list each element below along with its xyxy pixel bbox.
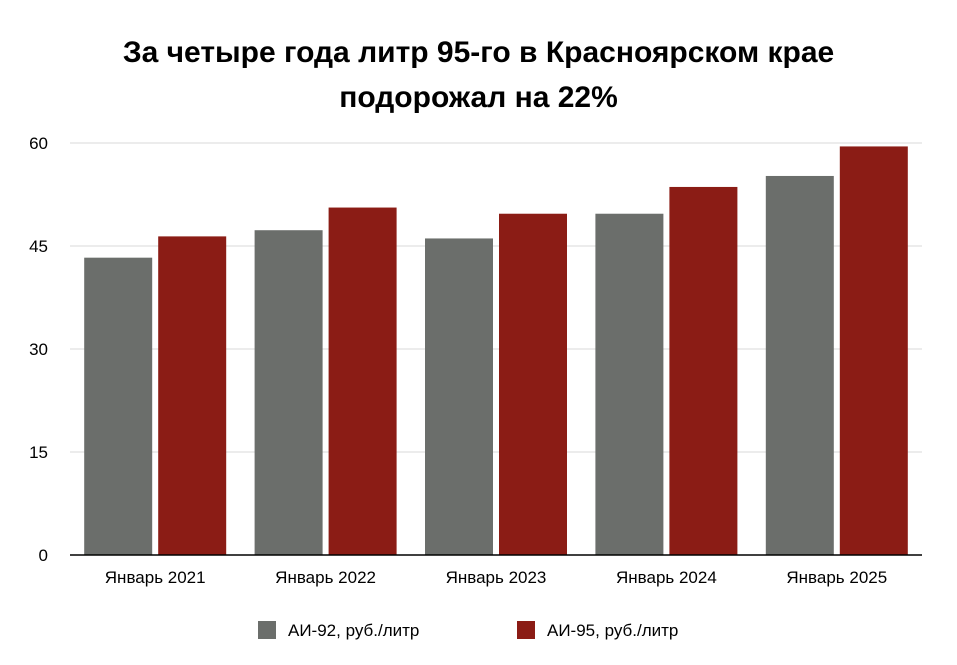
chart-title-line-2: подорожал на 22%: [339, 81, 618, 114]
y-tick-label: 0: [39, 546, 48, 565]
y-tick-label: 30: [29, 340, 48, 359]
legend-swatch: [517, 621, 535, 639]
bar-ai92: [765, 175, 834, 555]
chart-title-line-1: За четыре года литр 95-го в Красноярском…: [122, 36, 835, 69]
x-category-label: Январь 2022: [275, 568, 376, 587]
x-category-label: Январь 2025: [786, 568, 887, 587]
chart-title: За четыре года литр 95-го в Красноярском…: [0, 30, 957, 120]
y-tick-label: 15: [29, 443, 48, 462]
y-tick-label: 60: [29, 134, 48, 153]
bar-ai95: [328, 207, 397, 555]
x-category-label: Январь 2023: [446, 568, 547, 587]
bar-ai95: [158, 236, 227, 556]
x-category-label: Январь 2024: [616, 568, 717, 587]
legend-swatch: [258, 621, 276, 639]
bar-ai92: [84, 257, 153, 555]
bar-ai92: [425, 238, 493, 556]
legend-label: АИ-92, руб./литр: [288, 621, 419, 640]
bar-ai92: [595, 213, 664, 555]
bar-ai95: [499, 213, 567, 555]
bar-ai95: [839, 146, 908, 555]
x-category-label: Январь 2021: [105, 568, 206, 587]
bar-ai92: [254, 230, 323, 555]
bar-ai95: [669, 186, 738, 556]
legend-label: АИ-95, руб./литр: [547, 621, 678, 640]
y-tick-label: 45: [29, 237, 48, 256]
